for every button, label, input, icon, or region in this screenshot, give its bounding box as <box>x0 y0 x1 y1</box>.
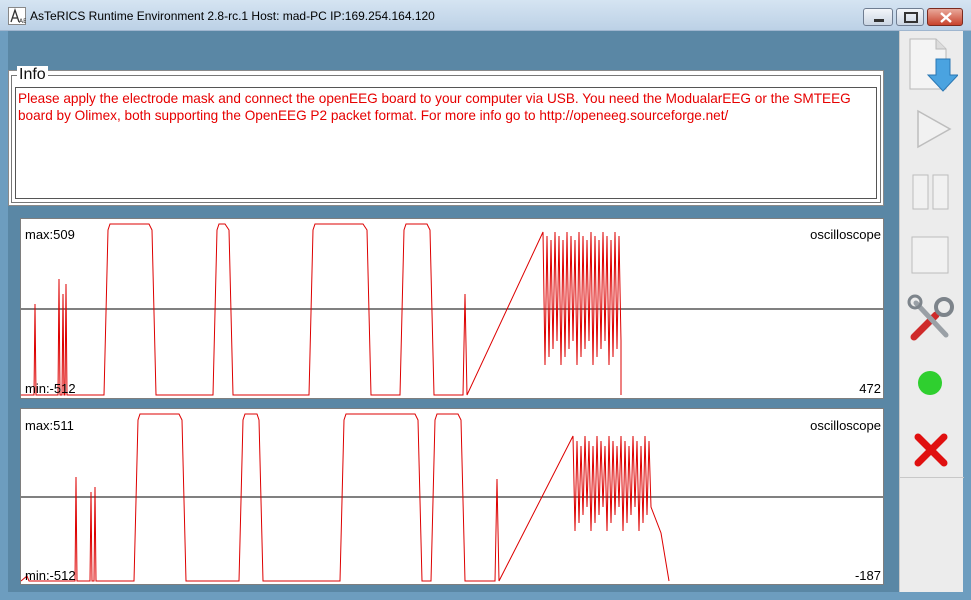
info-text[interactable]: Please apply the electrode mask and conn… <box>15 87 877 199</box>
exit-x-icon <box>914 433 948 467</box>
control-toolbar <box>899 31 964 592</box>
close-icon <box>940 12 952 23</box>
maximize-icon <box>904 12 918 23</box>
oscilloscope-1-title: oscilloscope <box>810 227 881 242</box>
info-group: Info Please apply the electrode mask and… <box>11 66 881 203</box>
start-button[interactable] <box>906 103 958 155</box>
oscilloscope-1: max:509 oscilloscope min:-512 472 <box>20 218 884 399</box>
options-button[interactable] <box>906 293 958 345</box>
minimize-button[interactable] <box>863 8 893 26</box>
info-legend: Info <box>17 66 48 84</box>
window-title: AsTeRICS Runtime Environment 2.8-rc.1 Ho… <box>30 9 435 23</box>
svg-text:AE: AE <box>19 18 26 25</box>
deploy-button[interactable] <box>906 37 958 92</box>
oscilloscope-2-value: -187 <box>854 568 881 583</box>
oscilloscope-1-trace <box>21 223 883 396</box>
oscilloscope-2-title: oscilloscope <box>810 418 881 433</box>
oscilloscope-2-min-label: min:-512 <box>25 568 76 583</box>
eeg-trace <box>21 223 622 396</box>
title-bar: AE AsTeRICS Runtime Environment 2.8-rc.1… <box>0 0 971 31</box>
maximize-button[interactable] <box>896 8 924 26</box>
play-icon <box>917 109 952 149</box>
toolbar-separator <box>900 477 964 478</box>
deploy-model-icon <box>909 38 958 92</box>
pause-button[interactable] <box>906 165 958 217</box>
oscilloscope-2-trace <box>21 413 883 582</box>
pause-icon <box>912 174 949 210</box>
status-green-icon <box>918 371 942 395</box>
stop-icon <box>911 236 949 274</box>
status-indicator <box>906 357 958 409</box>
asterics-app-icon: AE <box>8 7 26 25</box>
eeg-trace <box>21 413 670 582</box>
close-button[interactable] <box>927 8 963 26</box>
oscilloscope-1-max-label: max:509 <box>25 227 75 242</box>
tools-icon <box>907 294 954 341</box>
oscilloscope-2-max-label: max:511 <box>25 418 74 433</box>
info-panel: Info Please apply the electrode mask and… <box>8 66 884 206</box>
exit-button[interactable] <box>906 425 958 477</box>
oscilloscope-1-min-label: min:-512 <box>25 381 76 396</box>
oscilloscope-1-value: 472 <box>859 381 881 396</box>
minimize-icon <box>874 19 884 22</box>
stop-button[interactable] <box>906 229 958 281</box>
oscilloscope-2: max:511 oscilloscope min:-512 -187 <box>20 408 884 585</box>
